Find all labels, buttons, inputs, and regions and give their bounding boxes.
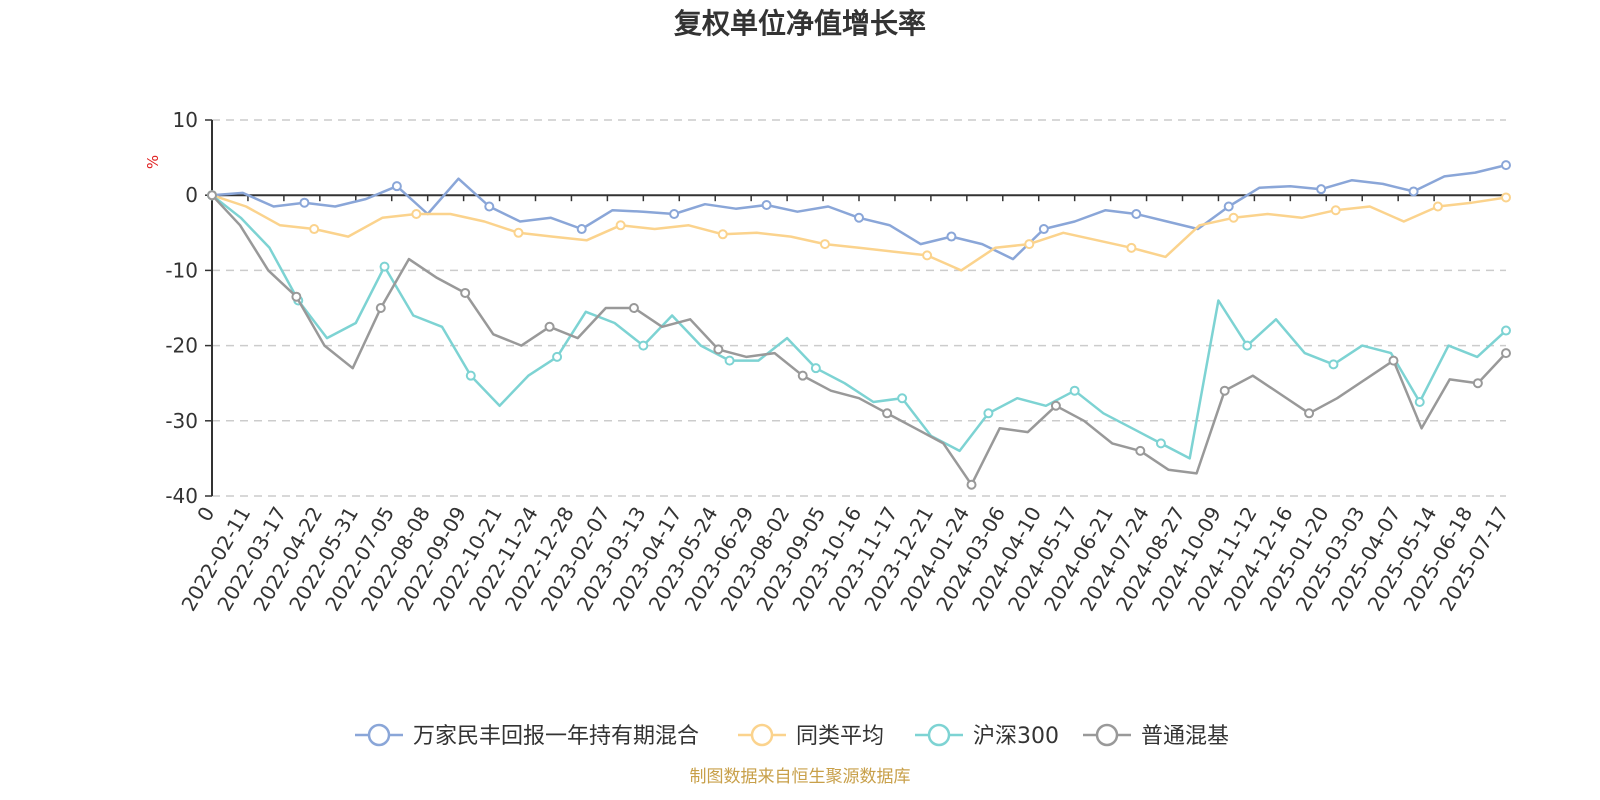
- data-point: [724, 355, 735, 366]
- data-point: [299, 197, 310, 208]
- y-tick-label: -10: [165, 258, 198, 282]
- legend-item[interactable]: 万家民丰回报一年持有期混合: [355, 723, 699, 749]
- data-point: [552, 351, 563, 362]
- data-point: [1388, 355, 1399, 366]
- x-tick-label: 0: [192, 503, 219, 526]
- data-source-note: 制图数据来自恒生聚源数据库: [690, 767, 911, 787]
- data-point: [1135, 445, 1146, 456]
- data-point: [922, 250, 933, 261]
- data-point: [1223, 201, 1234, 212]
- y-axis-unit: %: [144, 155, 162, 169]
- data-point: [1501, 348, 1511, 359]
- data-point: [379, 261, 390, 272]
- data-point: [1069, 385, 1080, 396]
- data-point: [983, 408, 994, 419]
- data-point: [897, 393, 908, 404]
- data-point: [669, 209, 680, 219]
- data-point: [713, 344, 724, 355]
- data-point: [460, 287, 471, 298]
- legend-item[interactable]: 普通混基: [1083, 723, 1229, 749]
- grid-lines: [212, 119, 1506, 497]
- data-point: [1501, 325, 1511, 336]
- chart-title: 复权单位净值增长率: [674, 7, 926, 40]
- data-point: [946, 231, 957, 242]
- series-line: [211, 194, 1507, 460]
- legend-label: 同类平均: [796, 724, 884, 749]
- y-tick-label: -40: [165, 484, 198, 508]
- legend-label: 普通混基: [1141, 724, 1229, 749]
- series-line: [211, 194, 1507, 272]
- y-tick-label: -30: [165, 409, 198, 433]
- y-tick-label: -20: [165, 334, 198, 358]
- data-point: [465, 370, 476, 381]
- data-point: [1330, 205, 1341, 216]
- data-point: [854, 212, 864, 223]
- legend-marker-icon: [927, 723, 951, 747]
- data-point: [1219, 385, 1230, 396]
- data-point: [513, 227, 524, 238]
- series-line: [211, 163, 1507, 261]
- data-point: [819, 239, 830, 250]
- data-point: [1155, 438, 1166, 449]
- y-tick-labels: 10 0 -10 -20 -30 -40: [165, 108, 198, 508]
- data-point: [810, 363, 821, 374]
- data-point: [1408, 186, 1419, 197]
- data-point: [391, 181, 402, 192]
- legend-item[interactable]: 沪深300: [915, 723, 1059, 749]
- data-point: [761, 199, 772, 210]
- data-point: [882, 408, 893, 419]
- data-point: [1126, 242, 1137, 253]
- data-point: [1038, 224, 1049, 235]
- y-tick-label: 0: [185, 183, 198, 207]
- data-point: [1024, 239, 1035, 250]
- data-point: [207, 190, 217, 201]
- data-point: [717, 229, 728, 240]
- data-point: [1472, 378, 1483, 389]
- data-point: [1432, 201, 1443, 212]
- data-point: [1050, 400, 1061, 411]
- series-line: [211, 194, 1507, 486]
- series-lines: [207, 160, 1511, 490]
- data-point: [1328, 359, 1339, 370]
- data-point: [1414, 397, 1425, 407]
- data-point: [797, 370, 808, 381]
- x-tick-labels: 02022-02-112022-03-172022-04-222022-05-3…: [176, 502, 1513, 615]
- legend-label: 沪深300: [973, 724, 1059, 749]
- data-point: [291, 291, 302, 302]
- data-point: [628, 303, 639, 313]
- data-point: [1228, 212, 1239, 223]
- data-point: [638, 340, 649, 351]
- data-point: [1242, 340, 1253, 351]
- legend-marker-icon: [750, 723, 774, 747]
- data-point: [375, 303, 386, 313]
- data-point: [576, 224, 587, 235]
- data-point: [309, 224, 320, 235]
- data-point: [1501, 160, 1511, 171]
- data-point: [411, 209, 422, 219]
- data-point: [1304, 408, 1315, 419]
- legend-label: 万家民丰回报一年持有期混合: [413, 724, 699, 749]
- legend-marker-icon: [1095, 723, 1119, 747]
- data-point: [484, 201, 495, 212]
- y-tick-label: 10: [173, 108, 198, 132]
- data-point: [544, 321, 555, 332]
- data-point: [966, 479, 977, 490]
- data-point: [1501, 192, 1511, 203]
- data-point: [615, 220, 626, 231]
- legend[interactable]: 万家民丰回报一年持有期混合 同类平均 沪深300 普通混基: [355, 723, 1229, 749]
- data-point: [1316, 184, 1327, 195]
- legend-marker-icon: [367, 723, 391, 747]
- data-point: [1131, 209, 1142, 219]
- axes: [205, 119, 1507, 497]
- legend-item[interactable]: 同类平均: [738, 723, 884, 749]
